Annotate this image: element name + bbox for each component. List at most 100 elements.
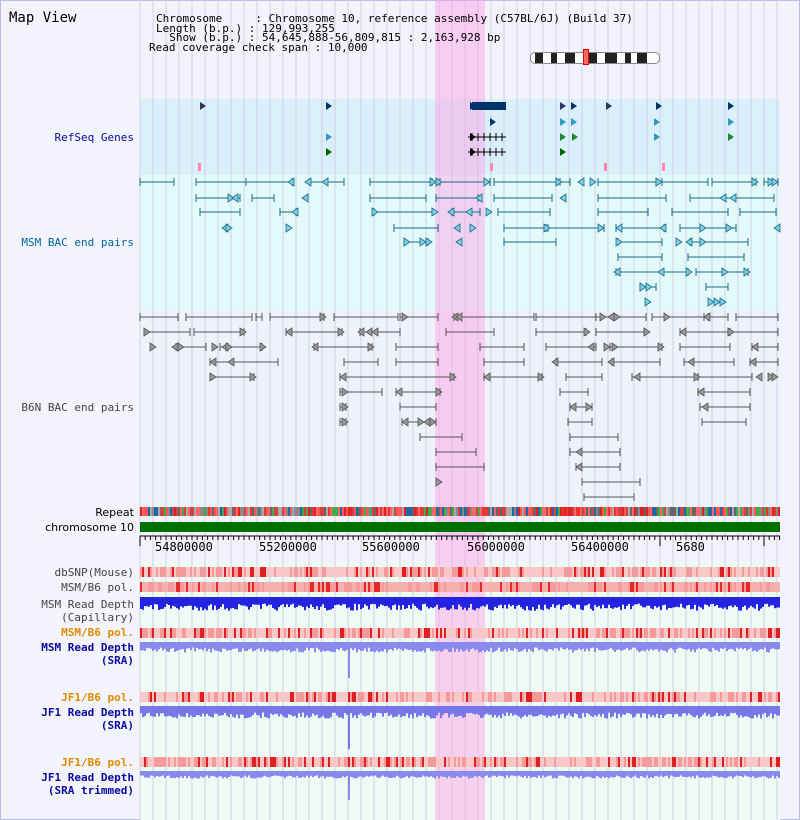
jf1-depth-trim-bar [684, 771, 686, 778]
jf1-b6-pol-strip [370, 692, 372, 702]
msm-b6-pol-strip [318, 582, 320, 592]
jf1-depth-trim-bar [770, 771, 772, 778]
repeat-segment [224, 507, 226, 516]
msm-depth-sra-bar [246, 642, 248, 652]
jf1-depth-sra-bar [512, 706, 514, 716]
msm-b6-pol-sra-strip [296, 628, 298, 638]
jf1-b6-pol-trim-strip [658, 757, 660, 767]
dbsnp-strip [374, 567, 376, 577]
jf1-depth-trim-bar [738, 771, 740, 776]
dbsnp-strip [218, 567, 220, 577]
repeat-segment [696, 507, 698, 516]
dbsnp-strip [756, 567, 758, 577]
msm-b6-pol-sra-strip [150, 628, 152, 638]
msm-depth-capillary-bar [312, 597, 314, 608]
jf1-b6-pol-trim-strip [364, 757, 366, 767]
jf1-b6-pol-trim-strip [624, 757, 626, 767]
jf1-b6-pol-trim-strip [302, 757, 304, 767]
msm-depth-sra-bar [406, 642, 408, 650]
chromosome-position-marker[interactable] [583, 49, 589, 65]
jf1-depth-trim-bar [578, 771, 580, 779]
msm-b6-pol-strip [718, 582, 720, 592]
repeat-segment [732, 507, 734, 516]
jf1-depth-sra-bar [450, 706, 452, 715]
msm-b6-pol-strip [648, 582, 650, 592]
repeat-segment [660, 507, 662, 516]
repeat-segment [548, 507, 550, 516]
msm-depth-capillary-bar [774, 597, 776, 609]
msm-depth-capillary-bar [426, 597, 428, 607]
jf1-depth-sra-bar [670, 706, 672, 715]
jf1-b6-pol-trim-strip [528, 757, 530, 767]
msm-b6-pol-strip [746, 582, 748, 592]
jf1-depth-sra-bar [408, 706, 410, 718]
msm-depth-sra-bar [590, 642, 592, 649]
jf1-depth-trim-bar [256, 771, 258, 778]
msm-b6-pol-strip [550, 582, 552, 592]
jf1-depth-sra-bar [254, 706, 256, 713]
msm-b6-pol-strip [724, 582, 726, 592]
msm-depth-capillary-bar [712, 597, 714, 604]
jf1-b6-pol-trim-strip [402, 757, 404, 767]
jf1-depth-sra-bar [146, 706, 148, 714]
jf1-b6-pol-strip [664, 692, 666, 702]
jf1-b6-pol-strip [736, 692, 738, 702]
jf1-b6-pol-strip [456, 692, 458, 702]
dbsnp-strip [242, 567, 244, 577]
jf1-b6-pol-trim-strip [572, 757, 574, 767]
jf1-b6-pol-strip [700, 692, 702, 702]
dbsnp-strip [544, 567, 546, 577]
jf1-b6-pol-trim-strip [728, 757, 730, 767]
jf1-depth-sra-bar [640, 706, 642, 718]
msm-depth-capillary-bar [640, 597, 642, 606]
jf1-b6-pol-trim-strip [758, 757, 760, 767]
jf1-depth-trim-bar [206, 771, 208, 776]
msm-b6-pol-sra-strip [512, 628, 514, 638]
jf1-b6-pol-trim-strip [146, 757, 148, 767]
refseq-gene-mark [326, 133, 332, 141]
msm-depth-capillary-bar [454, 597, 456, 610]
jf1-depth-trim-bar [768, 771, 770, 779]
msm-b6-pol-strip [592, 582, 594, 592]
jf1-b6-pol-strip [214, 692, 216, 702]
dbsnp-strip [312, 567, 314, 577]
repeat-segment [766, 507, 768, 516]
repeat-segment [544, 507, 546, 516]
dbsnp-strip [150, 567, 152, 577]
jf1-depth-sra-bar [748, 706, 750, 718]
msm-b6-pol-strip [246, 582, 248, 592]
jf1-depth-trim-bar [308, 771, 310, 778]
jf1-depth-trim-bar [740, 771, 742, 777]
jf1-depth-trim-bar [626, 771, 628, 776]
msm-depth-sra-bar [502, 642, 504, 652]
jf1-b6-pol-trim-strip [310, 757, 312, 767]
msm-depth-capillary-bar [572, 597, 574, 608]
repeat-segment [692, 507, 694, 516]
msm-b6-pol-strip [716, 582, 718, 592]
jf1-depth-sra-bar [360, 706, 362, 714]
jf1-depth-sra-bar [682, 706, 684, 714]
msm-depth-sra-bar [150, 642, 152, 649]
repeat-segment [484, 507, 486, 516]
msm-depth-sra-bar [434, 642, 436, 651]
jf1-b6-pol-trim-strip [358, 757, 360, 767]
jf1-b6-pol-strip [496, 692, 498, 702]
dbsnp-strip [772, 567, 774, 577]
msm-depth-capillary-bar [494, 597, 496, 607]
msm-bac-arrow [639, 282, 647, 292]
repeat-segment [144, 507, 146, 516]
jf1-depth-trim-bar [220, 771, 222, 777]
msm-b6-pol-sra-strip [402, 628, 404, 638]
b6n-bac-arrow [703, 312, 711, 322]
msm-depth-sra-bar [180, 642, 182, 650]
jf1-depth-sra-bar [516, 706, 518, 716]
b6n-bac-arrow [483, 372, 491, 382]
jf1-b6-pol-trim-strip [534, 757, 536, 767]
dbsnp-strip [564, 567, 566, 577]
msm-b6-pol-strip [350, 582, 352, 592]
msm-depth-sra-bar [658, 642, 660, 652]
jf1-b6-pol-trim-strip [620, 757, 622, 767]
chromosome-ideogram[interactable] [530, 52, 660, 64]
msm-b6-pol-strip [544, 582, 546, 592]
